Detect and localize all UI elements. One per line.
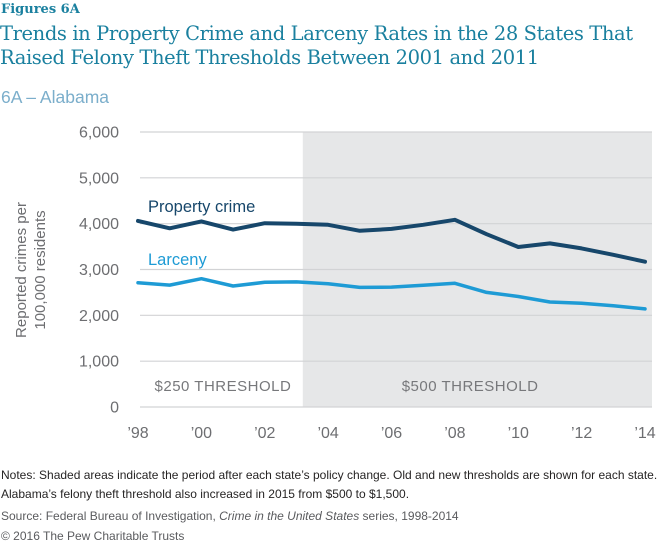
y-axis-title: Reported crimes per 100,000 residents: [13, 202, 49, 338]
data-series-lines: [136, 217, 647, 311]
larceny-line: [136, 276, 647, 311]
x-tick-label-2008: ’08: [444, 425, 465, 442]
x-tick-label-2004: ’04: [317, 425, 338, 442]
property-crime-label: Property crime: [148, 198, 255, 216]
gridlines: [140, 131, 652, 408]
threshold-annotations: $250 THRESHOLD $500 THRESHOLD: [155, 378, 539, 395]
x-tick-label-1998: ’98: [127, 425, 148, 442]
y-tick-label-0: 0: [110, 400, 119, 417]
x-tick-label-2014: ’14: [634, 425, 655, 442]
x-tick-label-2012: ’12: [571, 425, 592, 442]
figure-title-line-2: Raised Felony Theft Thresholds Between 2…: [0, 46, 539, 69]
source-text-prefix: Source: Federal Bureau of Investigation,: [1, 509, 220, 523]
line-chart: 0 1,000 2,000 3,000 4,000 5,000 6,000 ’98 ’00 ’0…: [0, 118, 660, 450]
larceny-label: Larceny: [148, 251, 207, 269]
y-tick-label-3000: 3,000: [79, 262, 119, 279]
annotation--250-threshold: $250 THRESHOLD: [155, 378, 292, 395]
figure-notes: Notes: Shaded areas indicate the period …: [1, 468, 658, 501]
x-tick-label-2010: ’10: [508, 425, 529, 442]
x-axis-tick-labels: ’98 ’00 ’02 ’04 ’06 ’08 ’10 ’12 ’14: [127, 425, 655, 442]
figure-copyright: © 2016 The Pew Charitable Trusts: [1, 529, 185, 543]
x-tick-label-2000: ’00: [191, 425, 212, 442]
x-tick-label-2002: ’02: [254, 425, 275, 442]
y-tick-label-5000: 5,000: [79, 170, 119, 187]
y-tick-label-6000: 6,000: [79, 125, 119, 142]
y-axis-title-line-2: 100,000 residents: [32, 210, 49, 329]
property-crime-line: [136, 217, 647, 264]
figure-source: Source: Federal Bureau of Investigation,…: [1, 509, 659, 523]
annotation--500-threshold: $500 THRESHOLD: [402, 378, 539, 395]
y-tick-label-4000: 4,000: [79, 216, 119, 233]
source-text-italic: Crime in the United States: [219, 509, 360, 523]
figure-number-label: Figures 6A: [1, 2, 80, 17]
y-axis-tick-labels: 0 1,000 2,000 3,000 4,000 5,000 6,000: [79, 125, 119, 417]
figure-title-line-1: Trends in Property Crime and Larceny Rat…: [0, 22, 633, 45]
x-tick-label-2006: ’06: [381, 425, 402, 442]
y-tick-label-2000: 2,000: [79, 308, 119, 325]
figure-subtitle-state: 6A – Alabama: [1, 87, 109, 107]
series-inline-labels: Property crime Larceny: [148, 198, 255, 269]
source-text-suffix: series, 1998-2014: [359, 509, 459, 523]
y-tick-label-1000: 1,000: [79, 354, 119, 371]
figure-title: Trends in Property Crime and Larceny Rat…: [0, 22, 633, 70]
y-axis-title-line-1: Reported crimes per: [13, 202, 30, 338]
chart-canvas: 0 1,000 2,000 3,000 4,000 5,000 6,000 ’98 ’00 ’0…: [13, 125, 656, 443]
